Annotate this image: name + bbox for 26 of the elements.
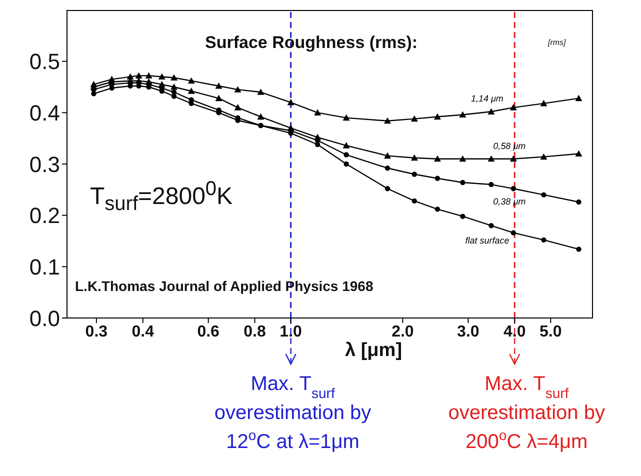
y-tick-label: 0.3 — [29, 152, 60, 177]
x-axis-title: λ [μm] — [345, 340, 402, 362]
series-label: 0,38 μm — [493, 196, 526, 207]
x-tick-label: 0.4 — [132, 323, 154, 340]
x-tick-label: 0.3 — [85, 323, 108, 340]
x-tick-label: 4.0 — [503, 323, 526, 340]
series-label: flat surface — [465, 236, 510, 246]
y-tick-label: 0.4 — [29, 100, 60, 126]
x-tick-label: 5.0 — [540, 323, 562, 340]
x-tick-label: 2.0 — [392, 323, 414, 340]
y-tick-label: 0.5 — [29, 49, 60, 74]
series-label: 1,14 μm — [470, 94, 504, 104]
y-tick-label: 0.2 — [29, 203, 60, 228]
text: Surface Roughness (rms): — [205, 33, 418, 53]
x-tick-label: 3.0 — [457, 323, 480, 340]
annotation: [rms] — [548, 38, 566, 47]
series-label: 0,58 μm — [493, 140, 526, 151]
x-tick-label: 0.8 — [244, 323, 266, 340]
ref-line-label: Max. T$_{surf}$ overestimation by 200$^{o}$C λ=4μm — [448, 373, 605, 453]
y-tick-label: 0.1 — [29, 254, 60, 280]
x-tick-label: 1.0 — [280, 323, 302, 340]
y-tick-label: 0.0 — [29, 306, 60, 331]
ref-line-label: Max. T$_{surf}$ overestimation by 12$^{o}$C at λ=1μm — [214, 373, 372, 453]
annotation: L.K.Thomas Journal of Applied Physics 1968 — [75, 278, 374, 294]
x-tick-label: 0.6 — [197, 323, 220, 340]
annotation: T$_{surf}$=2800$^{0}$K — [90, 178, 233, 216]
